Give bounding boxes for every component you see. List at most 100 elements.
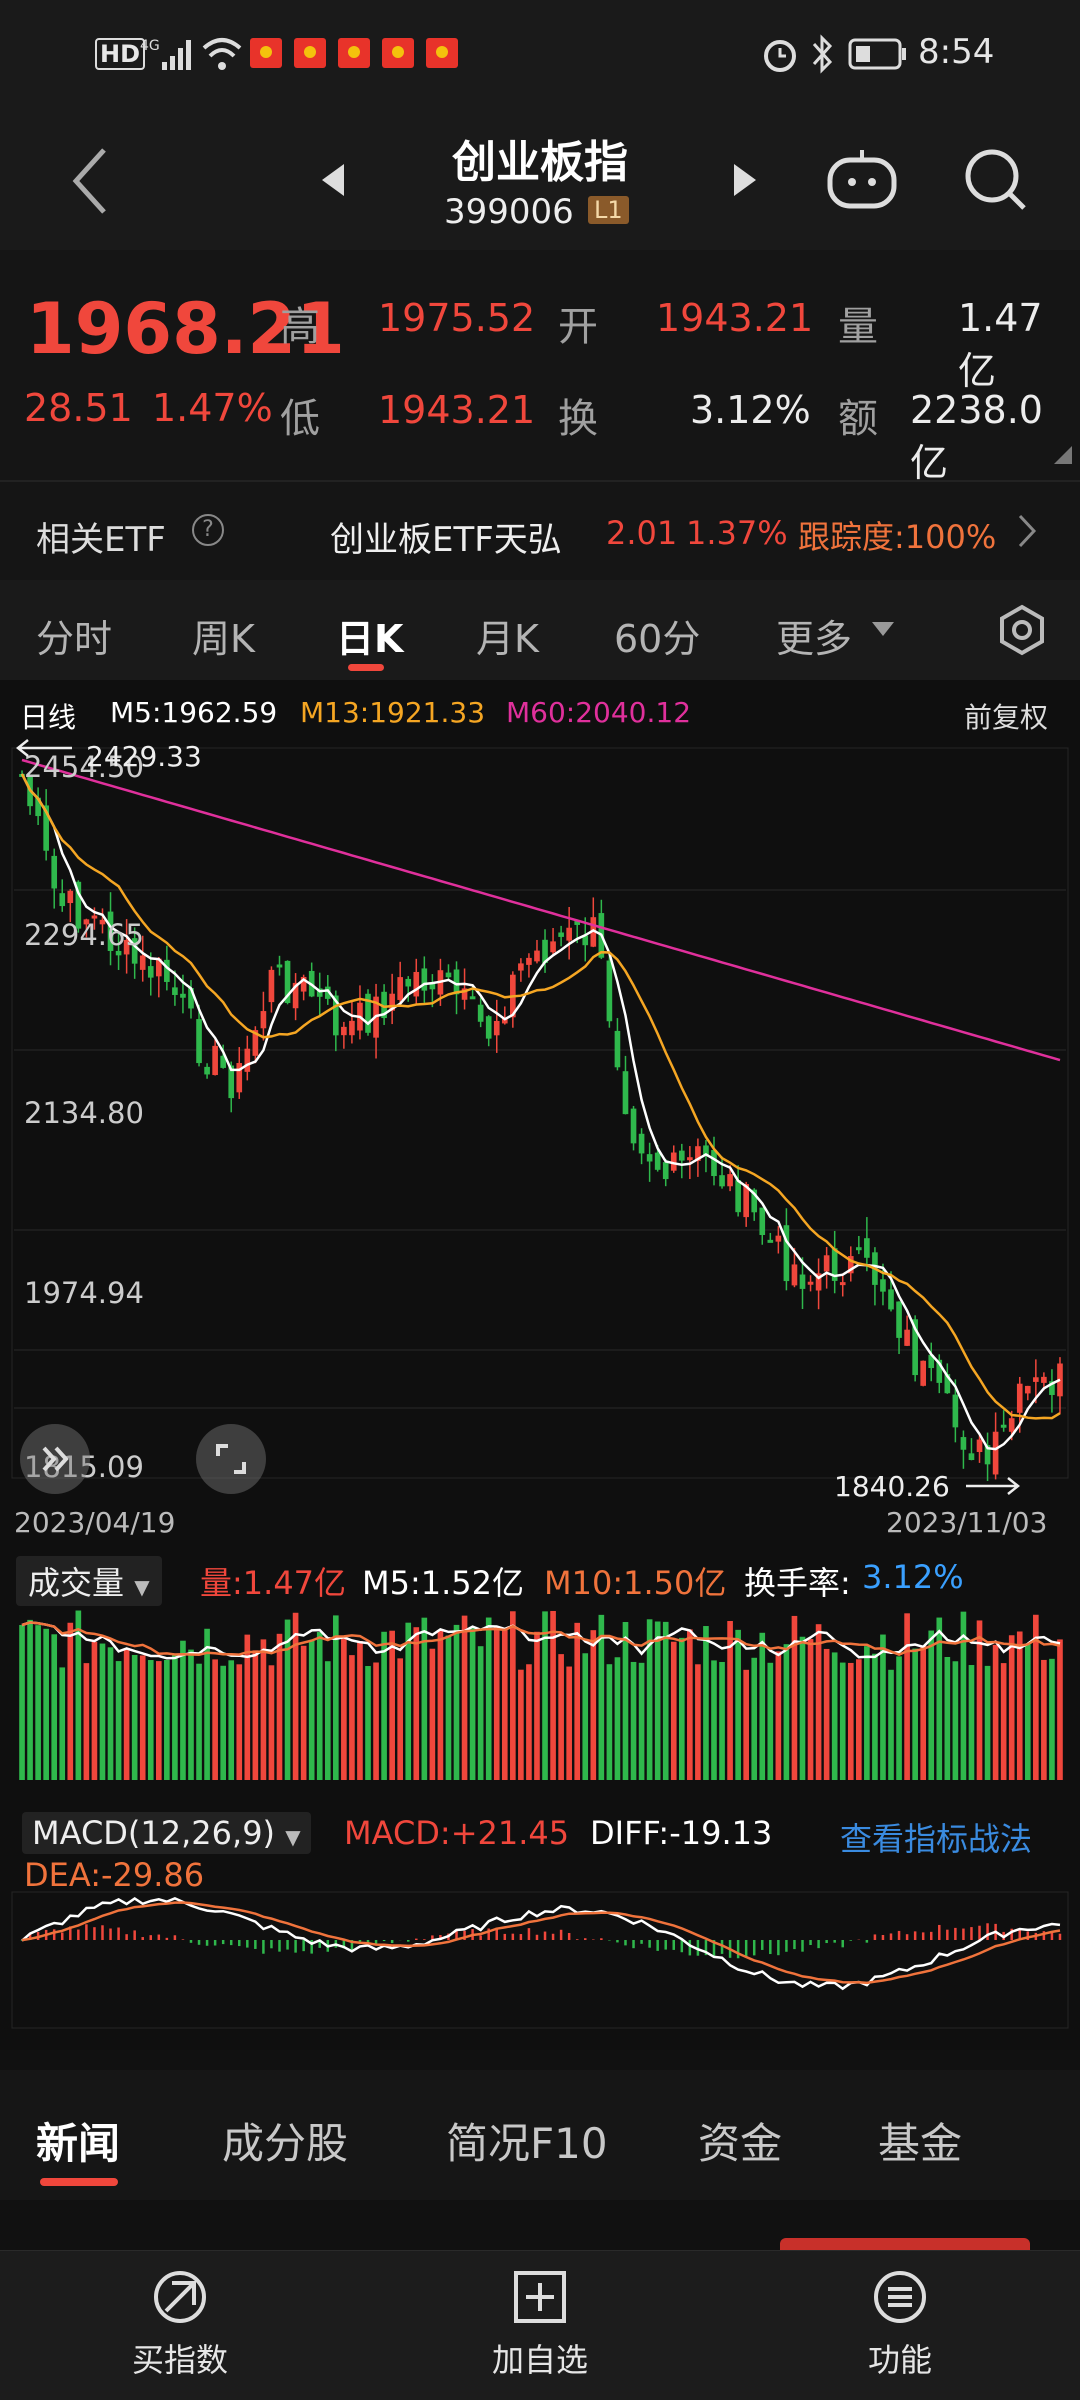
indicator-strategy-link[interactable]: 查看指标战法 <box>840 1820 1033 1858</box>
functions-button[interactable]: 功能 <box>800 2267 1000 2381</box>
volume-bar <box>1016 1631 1023 1780</box>
volume-bar <box>453 1624 460 1780</box>
add-watchlist-button[interactable]: 加自选 <box>440 2267 640 2381</box>
arrow-right-icon <box>964 1476 1022 1500</box>
back-button[interactable] <box>70 146 110 220</box>
candle-body <box>413 971 420 997</box>
end-date: 2023/11/03 <box>886 1506 1048 1539</box>
chevron-left-icon <box>72 148 106 214</box>
volume-bar <box>823 1648 830 1780</box>
price-change: 28.51 <box>24 386 133 430</box>
start-date: 2023/04/19 <box>14 1506 176 1539</box>
robot-icon <box>827 150 897 209</box>
chart-area: 日线 M5:1962.59 M13:1921.33 M60:2040.12 前复… <box>0 680 1080 2050</box>
volume-bar <box>888 1669 894 1780</box>
adjust-mode[interactable]: 前复权 <box>964 701 1049 734</box>
volume-bar <box>341 1638 347 1780</box>
candle-body <box>735 1180 741 1213</box>
candle-body <box>630 1108 637 1144</box>
volume-bar <box>1033 1614 1039 1780</box>
volume-bar <box>19 1624 25 1780</box>
prev-stock-button[interactable] <box>318 160 346 204</box>
tab-daily[interactable]: 日K <box>336 617 404 661</box>
dea-line <box>21 1901 1061 1985</box>
candle-body <box>493 1020 500 1036</box>
candle-body <box>59 893 66 907</box>
volume-bar <box>35 1625 41 1780</box>
candle-body <box>445 972 452 978</box>
related-etf-row[interactable]: 相关ETF ? 创业板ETF天弘 2.01 1.37% 跟踪度:100% <box>0 480 1080 580</box>
tab-funds-flow[interactable]: 资金 <box>698 2119 783 2168</box>
next-stock-button[interactable] <box>732 160 760 204</box>
status-bar: HD 4G 8:54 <box>0 0 1080 110</box>
tab-weekly[interactable]: 周K <box>192 617 255 661</box>
amount-value: 2238.0亿 <box>910 388 1043 485</box>
volume-bar <box>654 1621 661 1780</box>
candle-body <box>397 977 404 1000</box>
candle-body <box>783 1225 790 1282</box>
current-price: 1968.21 <box>26 288 345 370</box>
hd-icon: HD <box>95 38 146 70</box>
candle-body <box>590 917 597 947</box>
volume-bar <box>172 1653 178 1780</box>
volume-bar <box>984 1665 991 1780</box>
macd-selector[interactable]: MACD(12,26,9) ▼ <box>22 1812 311 1854</box>
volume-m10-legend: M10:1.50亿 <box>544 1564 727 1602</box>
candle-body <box>365 993 371 1033</box>
volume-bar <box>115 1661 122 1780</box>
chart-settings-button[interactable] <box>996 604 1048 660</box>
ma5-legend: M5:1962.59 <box>110 696 278 729</box>
macd-chart[interactable] <box>0 1890 1080 2030</box>
candle-body <box>324 986 331 999</box>
tab-news[interactable]: 新闻 <box>36 2119 121 2168</box>
candle-body <box>719 1175 725 1187</box>
candle-body <box>389 993 395 1011</box>
assistant-robot-button[interactable] <box>826 146 898 214</box>
tab-intraday[interactable]: 分时 <box>36 617 113 661</box>
volume-bar <box>244 1634 251 1780</box>
candle-body <box>912 1319 918 1376</box>
expand-chart-button[interactable] <box>20 1424 90 1494</box>
candle-body <box>276 964 283 968</box>
volume-label: 量 <box>838 304 878 350</box>
tab-monthly[interactable]: 月K <box>476 617 539 661</box>
candle-body <box>839 1282 846 1286</box>
candle-body <box>220 1055 226 1068</box>
candle-body <box>534 950 540 962</box>
candlestick-chart[interactable] <box>0 740 1080 1500</box>
tab-60min[interactable]: 60分 <box>614 617 701 661</box>
tab-constituents[interactable]: 成分股 <box>222 2119 349 2168</box>
tab-fund[interactable]: 基金 <box>878 2119 963 2168</box>
candle-body <box>759 1207 766 1235</box>
buy-index-icon <box>154 2271 206 2323</box>
candle-body <box>558 932 564 937</box>
volume-bar <box>164 1659 170 1780</box>
ma13-legend: M13:1921.33 <box>300 696 486 729</box>
tab-more[interactable]: 更多 <box>776 617 853 661</box>
tab-f10[interactable]: 简况F10 <box>446 2119 608 2168</box>
help-icon[interactable]: ? <box>192 514 224 546</box>
candle-body <box>333 995 339 1036</box>
expand-corner-icon[interactable] <box>1054 446 1072 468</box>
volume-chart[interactable] <box>0 1600 1080 1780</box>
candle-body <box>477 1004 484 1022</box>
search-button[interactable] <box>962 146 1028 216</box>
candle-body <box>896 1301 902 1338</box>
volume-selector[interactable]: 成交量 ▼ <box>16 1556 162 1606</box>
buy-index-button[interactable]: 买指数 <box>80 2267 280 2381</box>
active-news-tab-indicator <box>40 2178 118 2186</box>
candle-body <box>670 1152 677 1171</box>
volume-bar <box>646 1619 653 1780</box>
candle-body <box>51 855 58 889</box>
candle-body <box>727 1174 733 1187</box>
ma5-line <box>20 773 1061 1451</box>
volume-bar <box>614 1657 621 1780</box>
volume-ma5-line <box>21 1621 1061 1660</box>
volume-bar <box>944 1656 951 1780</box>
volume-bar <box>83 1663 90 1780</box>
fullscreen-button[interactable] <box>196 1424 266 1494</box>
volume-bar <box>381 1631 387 1780</box>
arrow-left-icon <box>14 738 74 762</box>
news-preview-strip <box>0 2200 1080 2250</box>
volume-bar <box>767 1662 774 1780</box>
